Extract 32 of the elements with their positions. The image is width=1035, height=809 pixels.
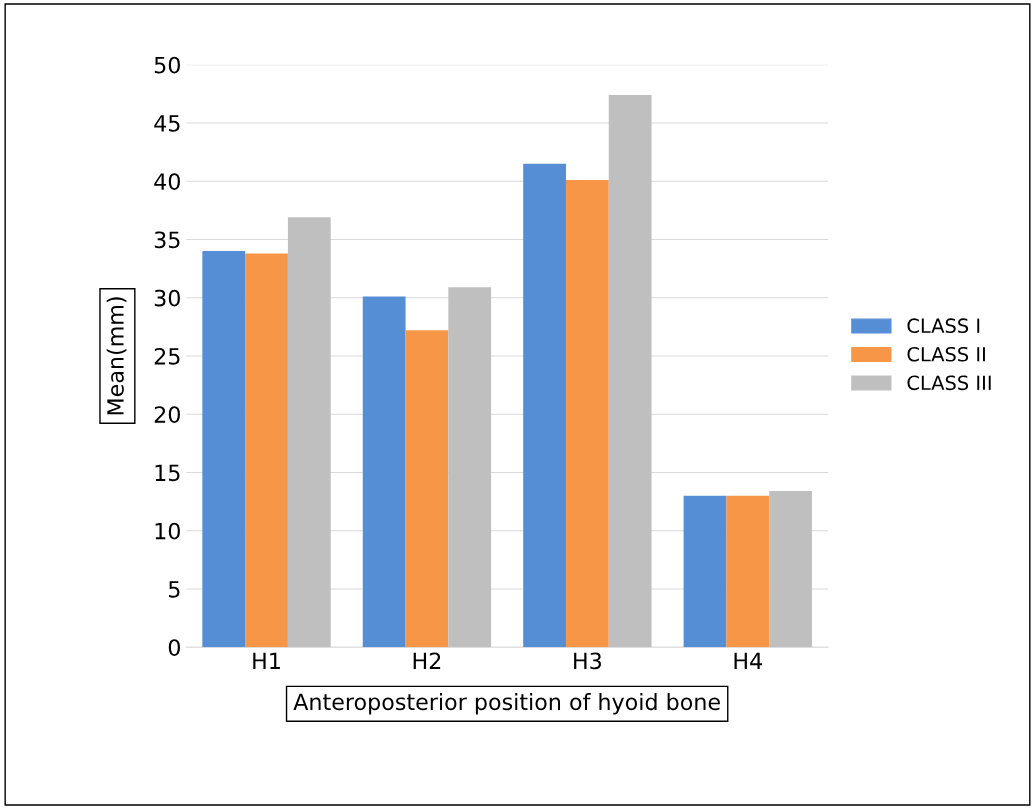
- x-tick-label: H3: [574, 652, 601, 670]
- y-tick-label: 5: [169, 581, 180, 598]
- bar: [202, 251, 246, 648]
- bar: [448, 287, 492, 648]
- y-tick-label: 50: [154, 56, 180, 74]
- bar: [287, 217, 331, 648]
- y-tick-label: 0: [168, 639, 180, 656]
- bar: [565, 180, 609, 648]
- y-tick-label: 40: [154, 173, 180, 190]
- x-tick-label: H1: [253, 652, 280, 669]
- y-tick-label: 25: [154, 347, 180, 365]
- legend-label: CLASS III: [907, 375, 991, 391]
- legend-label: CLASS II: [907, 346, 985, 362]
- bar: [405, 330, 449, 648]
- y-tick-label: 35: [154, 231, 180, 249]
- legend-label: CLASS I: [907, 318, 980, 334]
- x-tick-label: H4: [734, 652, 762, 669]
- y-tick-label: 20: [154, 406, 180, 423]
- bar: [726, 495, 770, 648]
- y-tick-label: 45: [154, 115, 180, 132]
- y-tick-label: 15: [155, 464, 180, 482]
- x-axis-title: Anteroposterior position of hyoid bone: [293, 693, 720, 715]
- y-tick-label: 10: [155, 522, 180, 540]
- y-tick-label: 30: [154, 289, 180, 307]
- bar: [769, 491, 812, 648]
- bar: [608, 95, 652, 648]
- y-axis-title: Mean(mm): [106, 297, 127, 415]
- bar: [245, 253, 288, 648]
- bar: [523, 163, 566, 648]
- bar: [683, 495, 727, 648]
- bar: [362, 296, 406, 648]
- x-tick-label: H2: [413, 652, 441, 669]
